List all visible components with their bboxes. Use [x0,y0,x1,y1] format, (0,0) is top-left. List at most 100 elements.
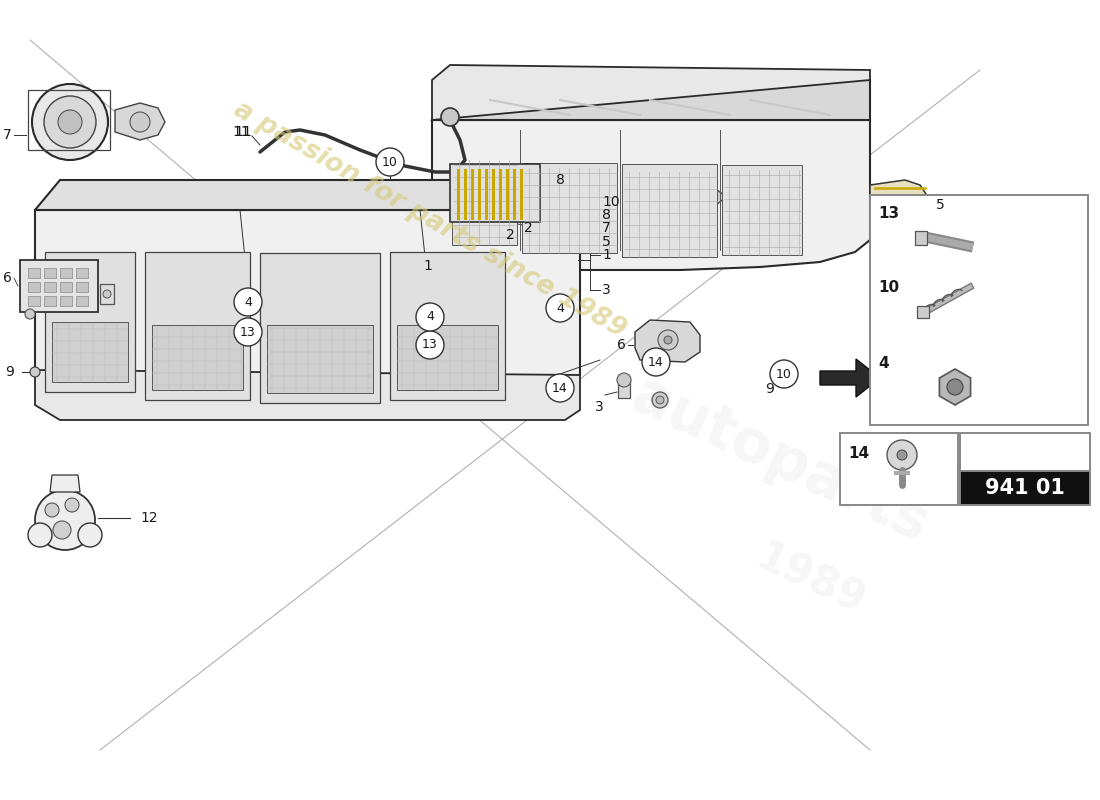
Circle shape [658,330,678,350]
Text: 4: 4 [878,355,889,370]
Circle shape [546,294,574,322]
Bar [152,325,243,390]
Text: 1: 1 [602,248,610,262]
Text: 4: 4 [426,310,433,323]
Polygon shape [35,180,580,210]
Bar [450,164,540,222]
Circle shape [78,523,102,547]
Circle shape [35,490,95,550]
Text: autoparts: autoparts [623,366,937,554]
Circle shape [376,148,404,176]
Bar [890,220,910,230]
Text: 5: 5 [602,235,610,249]
Text: 9: 9 [766,382,774,396]
Text: 4: 4 [244,295,252,309]
Bar [145,252,250,400]
Circle shape [770,360,798,388]
Text: 8: 8 [602,208,610,222]
Polygon shape [50,475,80,492]
Bar [722,165,802,255]
Text: 11: 11 [232,125,250,139]
Text: 9: 9 [6,365,14,379]
Bar [618,380,630,398]
Bar [76,282,88,292]
Bar [28,268,40,278]
Circle shape [778,371,786,379]
Text: 14: 14 [848,446,869,461]
Bar [76,296,88,306]
Text: 6: 6 [617,338,626,352]
Circle shape [25,309,35,319]
Text: 1989: 1989 [749,537,871,623]
Circle shape [58,110,82,134]
Polygon shape [820,359,880,397]
Text: 7: 7 [3,128,12,142]
Text: 11: 11 [234,125,252,139]
Bar [960,433,1090,505]
Circle shape [32,84,108,160]
Bar [870,195,1088,425]
Text: 3: 3 [595,400,604,414]
Circle shape [617,373,631,387]
Bar [52,322,128,382]
Text: 13: 13 [422,338,438,351]
Bar [915,231,927,245]
Polygon shape [35,370,580,420]
Bar [44,268,56,278]
Bar [260,253,379,403]
Polygon shape [432,80,870,120]
Circle shape [642,348,670,376]
Bar [44,296,56,306]
Bar [397,325,498,390]
Bar [452,165,517,245]
Text: 14: 14 [648,355,664,369]
Circle shape [652,392,668,408]
Bar [45,252,135,392]
Text: 2: 2 [506,228,515,242]
Text: 1: 1 [424,259,432,273]
Bar [776,370,788,380]
Text: 10: 10 [777,367,792,381]
Circle shape [441,108,459,126]
Bar [621,164,717,257]
Text: 14: 14 [552,382,568,394]
Circle shape [28,523,52,547]
Circle shape [234,288,262,316]
Text: 5: 5 [936,198,945,212]
Bar [840,433,958,505]
Text: 941 01: 941 01 [986,478,1065,498]
Bar [28,90,110,150]
Circle shape [416,303,444,331]
Polygon shape [432,65,870,120]
Polygon shape [635,320,700,362]
Circle shape [53,521,72,539]
Circle shape [45,503,59,517]
Bar [267,325,373,393]
Bar [60,282,72,292]
Bar [28,282,40,292]
Text: 10: 10 [878,281,899,295]
Circle shape [65,498,79,512]
Bar [44,282,56,292]
Circle shape [947,379,962,395]
Circle shape [416,331,444,359]
Polygon shape [688,184,726,210]
Circle shape [30,367,40,377]
Bar [960,471,1090,505]
Circle shape [664,336,672,344]
Polygon shape [432,120,870,270]
Circle shape [103,290,111,298]
Text: 12: 12 [140,511,157,525]
Text: 13: 13 [240,326,256,338]
Circle shape [887,440,917,470]
Bar [20,260,98,312]
Circle shape [546,374,574,402]
Circle shape [234,318,262,346]
Text: 3: 3 [602,283,610,297]
Text: a passion for parts since 1989: a passion for parts since 1989 [229,97,630,343]
Text: 10: 10 [382,155,398,169]
Text: 4: 4 [557,302,564,314]
Text: 13: 13 [878,206,899,221]
Polygon shape [870,180,930,225]
Text: 8: 8 [556,173,565,187]
